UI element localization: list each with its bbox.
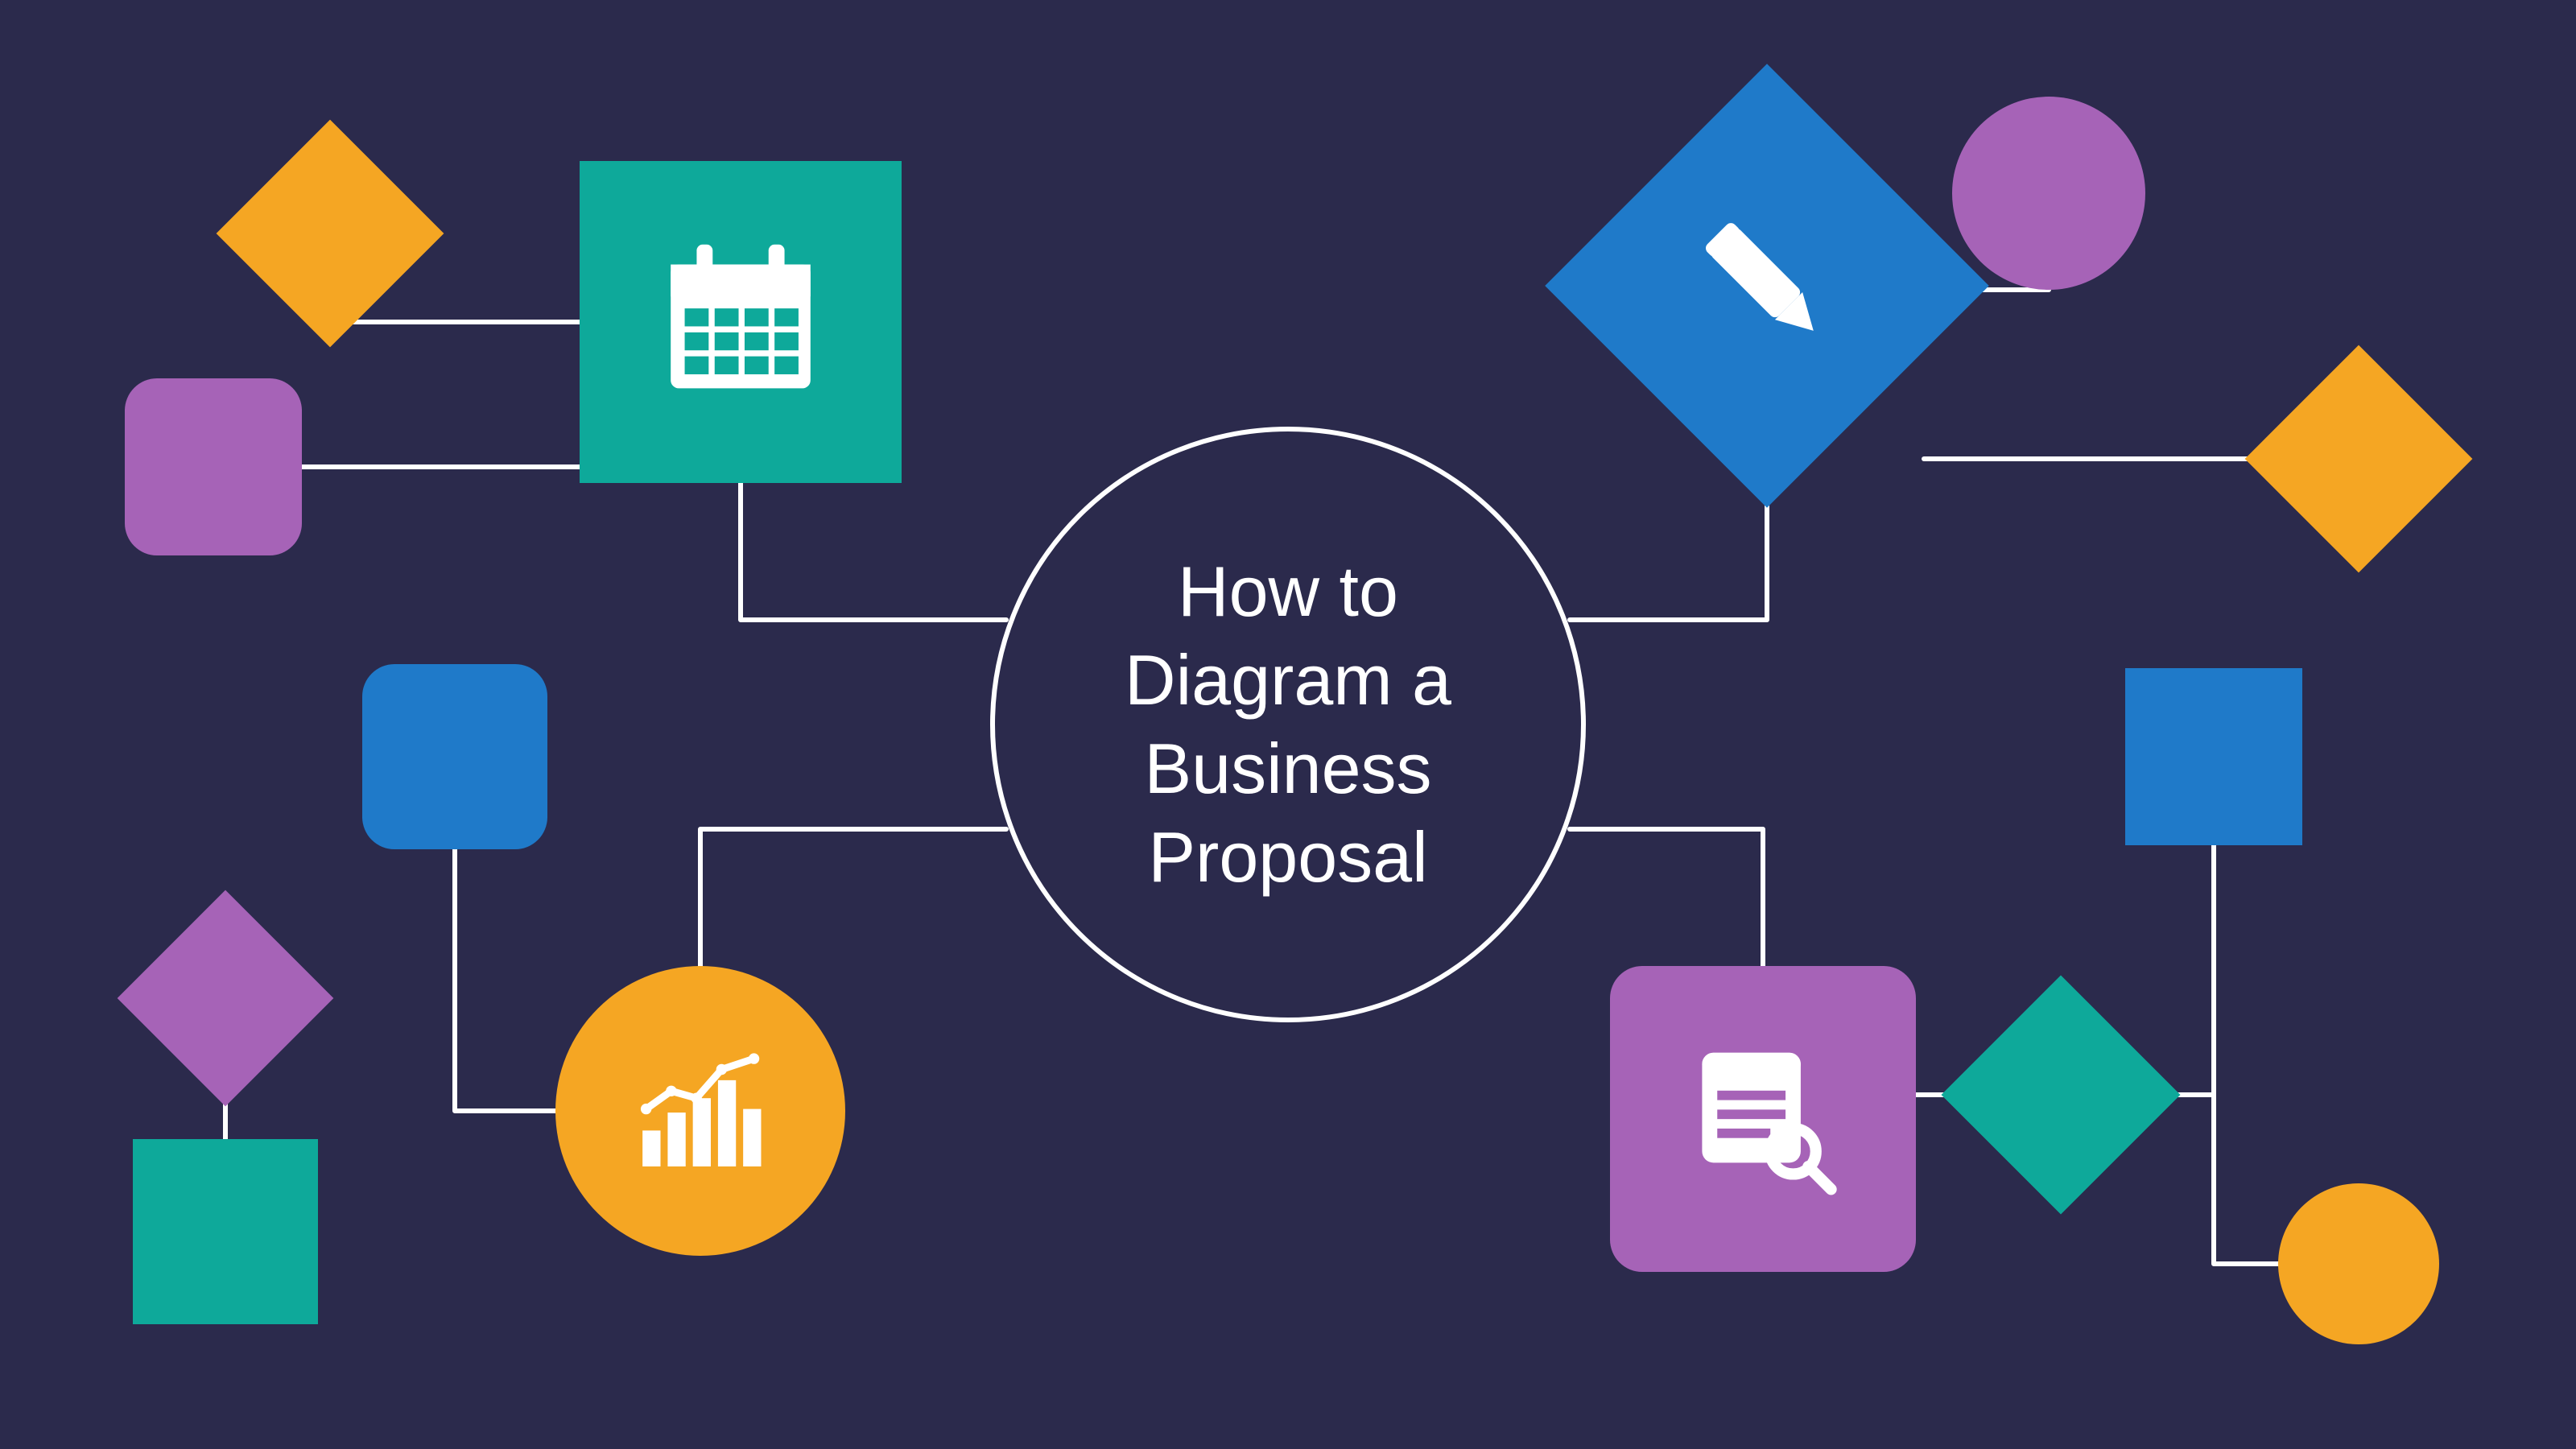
node-report	[1610, 966, 1916, 1272]
diagram-canvas: How toDiagram aBusinessProposal	[0, 0, 2576, 1449]
center-circle: How toDiagram aBusinessProposal	[990, 427, 1586, 1022]
decor-square	[2125, 668, 2302, 845]
center-title: How toDiagram aBusinessProposal	[1125, 547, 1451, 902]
pencil-icon	[1670, 187, 1864, 382]
report-search-icon	[1668, 1022, 1858, 1212]
decor-rounded-square	[125, 378, 302, 555]
decor-square	[133, 1139, 318, 1324]
chart-icon-wrap	[610, 1019, 790, 1203]
connector-line	[455, 849, 555, 1111]
calendar-icon-wrap	[641, 221, 840, 424]
calendar-icon	[641, 221, 840, 420]
connector-line	[741, 483, 1006, 620]
connector-line	[2214, 1095, 2278, 1264]
decor-circle	[1952, 97, 2145, 290]
node-calendar	[580, 161, 902, 483]
decor-circle	[2278, 1183, 2439, 1344]
connector-line	[2141, 845, 2214, 1095]
pencil-icon-wrap	[1670, 187, 1864, 386]
node-chart	[555, 966, 845, 1256]
report-icon-wrap	[1668, 1022, 1858, 1216]
connector-line	[700, 829, 1006, 966]
decor-rounded-square	[362, 664, 547, 849]
connector-line	[1570, 829, 1763, 966]
barchart-icon	[610, 1019, 790, 1199]
